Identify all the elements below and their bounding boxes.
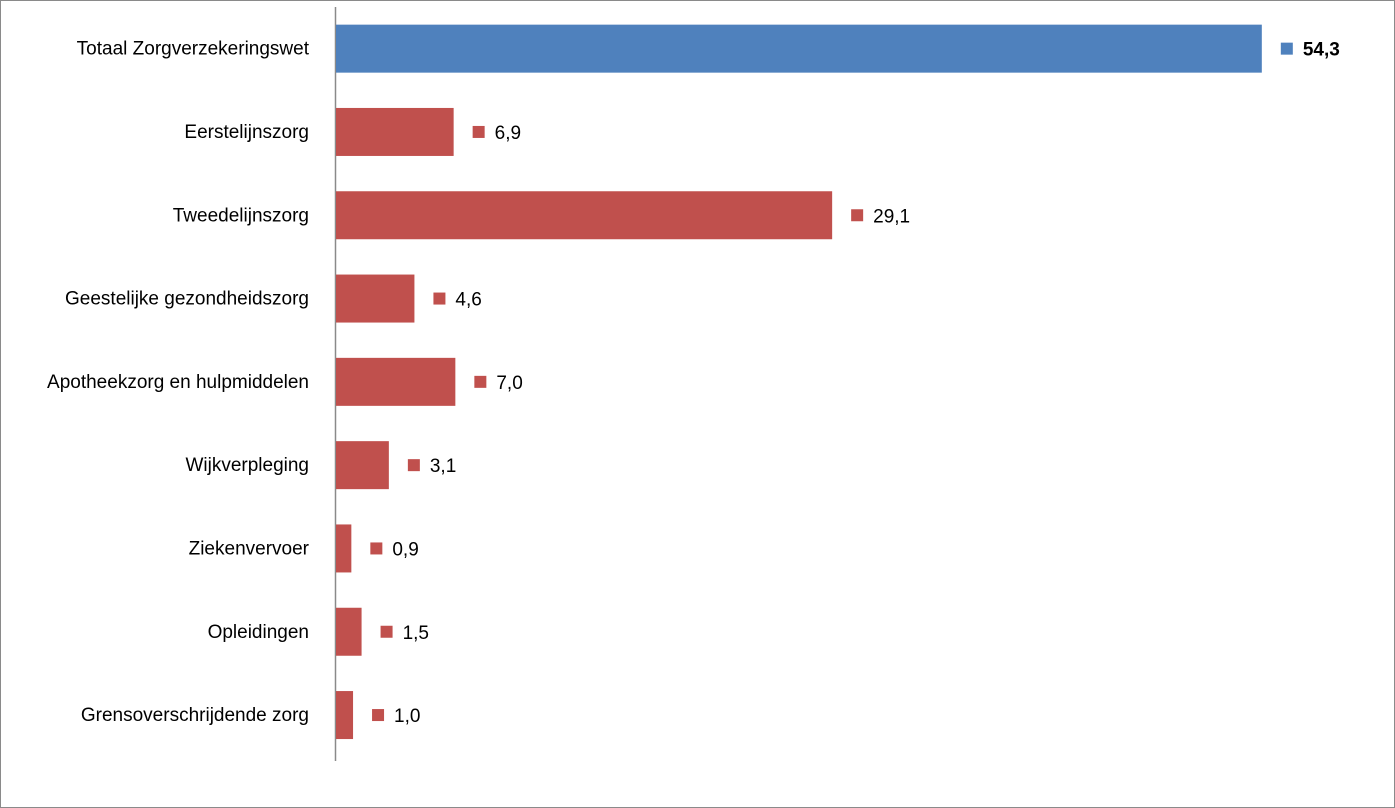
data-label: 4,6 <box>455 290 481 311</box>
category-label: Ziekenvervoer <box>189 538 310 559</box>
legend-key-square <box>380 625 393 638</box>
category-label: Geestelijke gezondheidszorg <box>65 289 309 310</box>
bar <box>336 24 1262 73</box>
bar <box>336 357 456 406</box>
category-label: Totaal Zorgverzekeringswet <box>77 39 310 60</box>
data-label: 29,1 <box>873 206 910 227</box>
category-label: Eerstelijnszorg <box>184 122 309 143</box>
data-label: 1,5 <box>403 623 429 644</box>
data-label: 1,0 <box>394 706 420 727</box>
category-label: Tweedelijnszorg <box>173 205 309 226</box>
category-label: Apotheekzorg en hulpmiddelen <box>47 372 309 393</box>
data-label: 6,9 <box>495 123 521 144</box>
bar <box>336 524 352 573</box>
legend-key-square <box>851 209 864 222</box>
legend-key-square <box>372 709 385 722</box>
bar <box>336 191 833 240</box>
category-label: Wijkverpleging <box>185 455 309 476</box>
data-label: 7,0 <box>496 373 522 394</box>
legend-key-square <box>407 459 420 472</box>
data-label: 54,3 <box>1303 40 1340 61</box>
bar <box>336 107 454 156</box>
bar <box>336 691 354 740</box>
bar <box>336 274 415 323</box>
legend-key-square <box>472 125 485 138</box>
data-label: 0,9 <box>392 539 418 560</box>
category-label: Grensoverschrijdende zorg <box>81 705 309 726</box>
bar <box>336 607 362 656</box>
data-label: 3,1 <box>430 456 456 477</box>
legend-key-square <box>1280 42 1293 55</box>
legend-key-square <box>370 542 383 555</box>
category-label: Opleidingen <box>208 622 309 643</box>
bar <box>336 441 389 490</box>
legend-key-square <box>474 375 487 388</box>
legend-key-square <box>433 292 446 305</box>
